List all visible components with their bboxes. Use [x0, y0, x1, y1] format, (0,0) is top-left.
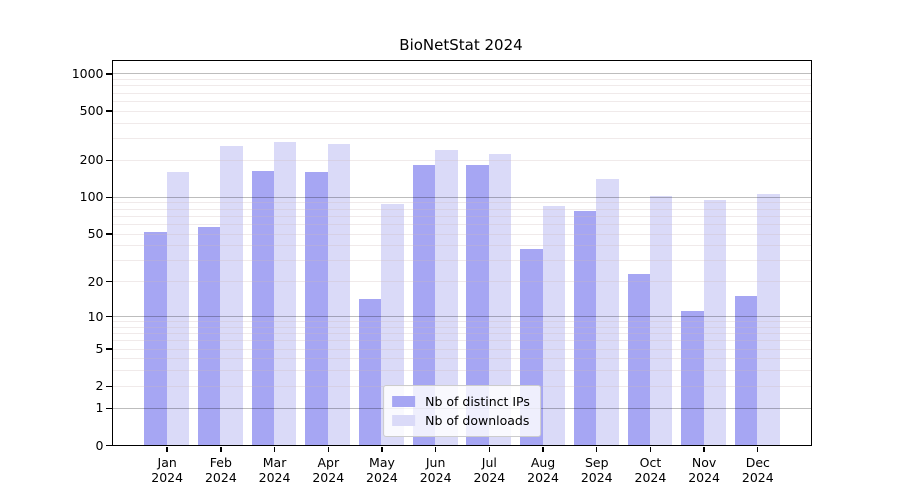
bar-distinct-ips-jan: [144, 232, 167, 445]
bar-downloads-jul: [488, 154, 512, 445]
x-tick-label-may: May 2024: [366, 454, 398, 485]
bar-downloads-aug: [542, 206, 565, 445]
x-tick-mark: [220, 447, 222, 452]
x-tick-label-aug: Aug 2024: [527, 454, 559, 485]
y-tick-label: 5: [95, 341, 104, 357]
x-tick-mark: [757, 447, 759, 452]
y-tick-mark: [106, 73, 112, 75]
bar-distinct-ips-jul: [466, 164, 489, 445]
y-tick-mark: [106, 196, 112, 198]
bar-downloads-feb: [220, 145, 243, 445]
x-tick-label-jun: Jun 2024: [419, 454, 452, 485]
y-tick-label: 200: [79, 152, 104, 168]
minor-gridline: [113, 110, 811, 112]
y-tick-label: 10: [87, 308, 104, 324]
minor-gridline: [113, 85, 811, 87]
y-tick-mark: [106, 281, 112, 283]
y-tick-mark: [106, 444, 112, 447]
x-tick-mark: [596, 447, 598, 452]
x-tick-label-jan: Jan 2024: [151, 454, 184, 485]
minor-gridline: [113, 159, 811, 161]
bar-downloads-dec: [757, 194, 780, 445]
y-tick-label: 2: [95, 378, 104, 394]
bar-distinct-ips-oct: [627, 274, 650, 445]
y-tick-mark: [106, 385, 112, 388]
minor-gridline: [113, 100, 811, 102]
plot-area: Nb of distinct IPs Nb of downloads: [112, 60, 812, 446]
y-tick-mark: [106, 233, 112, 235]
y-tick-label: 0: [95, 437, 104, 453]
x-tick-mark: [488, 447, 491, 452]
minor-gridline: [113, 138, 811, 140]
bar-downloads-mar: [274, 142, 297, 445]
major-gridline: [113, 196, 811, 198]
y-tick-mark: [106, 315, 112, 318]
x-tick-mark: [703, 447, 705, 452]
bar-downloads-nov: [703, 200, 726, 445]
y-tick-label: 500: [79, 103, 104, 119]
x-tick-label-mar: Mar 2024: [258, 454, 291, 485]
x-tick-label-feb: Feb 2024: [204, 454, 237, 485]
y-tick-label: 1: [95, 400, 104, 416]
y-tick-mark: [106, 159, 112, 161]
y-tick-label: 50: [87, 226, 104, 242]
y-tick-label: 1000: [71, 65, 104, 81]
bar-downloads-apr: [327, 144, 351, 445]
x-tick-mark: [649, 447, 652, 452]
x-tick-label-jul: Jul 2024: [473, 454, 506, 485]
bar-downloads-oct: [649, 196, 673, 445]
bar-downloads-jan: [166, 172, 190, 445]
x-tick-mark: [166, 447, 168, 452]
y-tick-mark: [106, 110, 112, 112]
minor-gridline: [113, 92, 811, 94]
bar-distinct-ips-jun: [412, 165, 436, 445]
x-tick-mark: [273, 447, 276, 452]
bar-downloads-sep: [596, 179, 619, 445]
chart-title: BioNetStat 2024: [399, 36, 523, 54]
y-tick-mark: [106, 407, 112, 409]
bar-distinct-ips-sep: [573, 210, 597, 445]
x-tick-mark: [381, 447, 383, 452]
x-tick-label-dec: Dec 2024: [741, 454, 774, 485]
x-tick-label-nov: Nov 2024: [688, 454, 721, 485]
x-tick-mark: [542, 447, 544, 452]
legend-label-downloads: Nb of downloads: [425, 413, 530, 428]
y-tick-mark: [106, 348, 112, 350]
minor-gridline: [113, 122, 811, 124]
bar-distinct-ips-may: [359, 299, 382, 445]
x-tick-label-apr: Apr 2024: [312, 454, 345, 485]
y-tick-label: 100: [79, 189, 104, 205]
y-tick-label: 20: [87, 273, 104, 289]
legend: Nb of distinct IPs Nb of downloads: [383, 385, 541, 437]
x-tick-label-sep: Sep 2024: [580, 454, 613, 485]
legend-item-downloads: Nb of downloads: [392, 411, 530, 430]
bar-distinct-ips-mar: [251, 170, 275, 445]
bar-distinct-ips-feb: [197, 226, 221, 445]
bar-distinct-ips-apr: [305, 172, 328, 445]
x-tick-label-oct: Oct 2024: [634, 454, 667, 485]
bar-downloads-jun: [435, 149, 458, 445]
legend-swatch-distinct-ips-icon: [392, 396, 416, 407]
x-tick-mark: [327, 447, 329, 452]
legend-item-distinct-ips: Nb of distinct IPs: [392, 392, 530, 411]
bar-distinct-ips-nov: [681, 311, 704, 445]
bar-distinct-ips-dec: [734, 295, 758, 445]
bar-downloads-may: [381, 204, 404, 445]
legend-swatch-downloads-icon: [392, 415, 416, 426]
x-tick-mark: [434, 447, 437, 452]
legend-label-distinct-ips: Nb of distinct IPs: [425, 394, 530, 409]
major-gridline: [113, 73, 811, 75]
minor-gridline: [113, 79, 811, 81]
